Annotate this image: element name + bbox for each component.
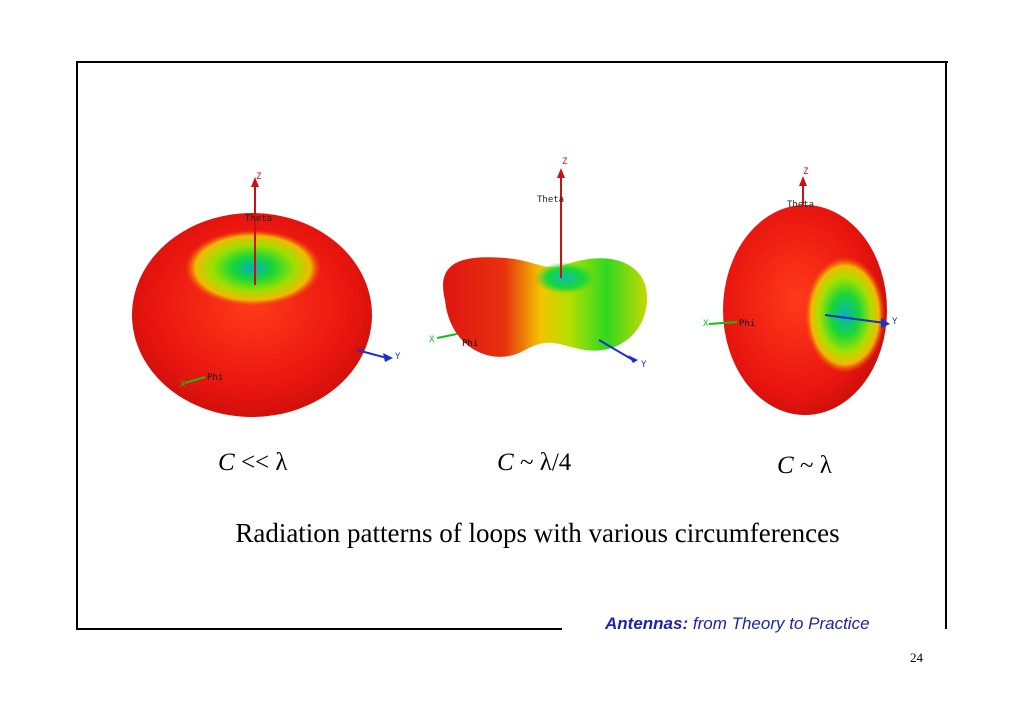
caption-small-loop: C << λ	[218, 449, 288, 477]
y-axis-arrow	[628, 355, 638, 363]
slide-frame-top	[76, 61, 948, 63]
caption-value: λ	[819, 452, 832, 479]
theta-label: Theta	[245, 214, 272, 224]
egg-null-region	[805, 257, 885, 373]
phi-label: Phi	[739, 319, 755, 329]
z-axis-arrow	[251, 177, 259, 187]
torus-null-region	[185, 230, 321, 306]
page-number: 24	[910, 650, 923, 665]
theta-label: Theta	[787, 200, 814, 210]
slide-title: Radiation patterns of loops with various…	[235, 518, 840, 548]
y-axis-line	[356, 349, 388, 359]
phi-marker	[436, 333, 458, 339]
z-axis-label: Z	[803, 167, 809, 177]
z-axis-arrow	[799, 176, 807, 186]
y-axis-line	[598, 339, 634, 361]
radiation-pattern-small-loop: Z Theta Y Phi X	[132, 172, 401, 417]
theta-label: Theta	[537, 195, 564, 205]
phi-label: Phi	[207, 373, 223, 383]
z-axis-arrow	[557, 168, 565, 178]
radiation-pattern-one-wavelength-loop: Z Theta Y Phi X	[703, 167, 898, 415]
phi-label: Phi	[462, 339, 478, 349]
y-axis-arrow	[383, 353, 393, 362]
y-axis-label: Y	[892, 317, 898, 327]
y-axis-line	[824, 314, 886, 324]
y-axis-label: Y	[641, 360, 647, 370]
caption-one-wavelength-loop: C ~ λ	[777, 452, 832, 480]
caption-relation: ~	[799, 452, 814, 479]
caption-value: λ	[275, 449, 288, 476]
z-axis-label: Z	[256, 172, 262, 182]
caption-relation: ~	[519, 449, 534, 476]
footer-brand-rest: from Theory to Practice	[692, 614, 870, 633]
caption-variable: C	[777, 452, 794, 479]
phi-marker	[184, 376, 206, 384]
slide-frame-left	[76, 61, 78, 629]
phi-marker	[708, 321, 738, 325]
y-axis-arrow	[881, 318, 890, 328]
caption-quarter-wave-loop: C ~ λ/4	[497, 449, 571, 477]
caption-variable: C	[218, 449, 235, 476]
x-axis-label: X	[180, 380, 186, 390]
footer-brand-bold: Antennas:	[605, 614, 689, 633]
slide-frame-bottom	[76, 628, 562, 630]
peanut-null-region	[535, 262, 595, 294]
y-axis-label: Y	[395, 352, 401, 362]
caption-variable: C	[497, 449, 514, 476]
caption-relation: <<	[240, 449, 270, 476]
radiation-pattern-quarter-wave-loop: Z Theta Y Phi X	[429, 157, 648, 370]
caption-value: λ/4	[539, 449, 572, 476]
footer-brand: Antennas: from Theory to Practice	[605, 614, 870, 634]
x-axis-label: X	[703, 319, 709, 329]
slide-frame-right	[945, 61, 947, 629]
peanut-lobe	[443, 257, 648, 357]
z-axis-label: Z	[562, 157, 568, 167]
x-axis-label: X	[429, 335, 435, 345]
